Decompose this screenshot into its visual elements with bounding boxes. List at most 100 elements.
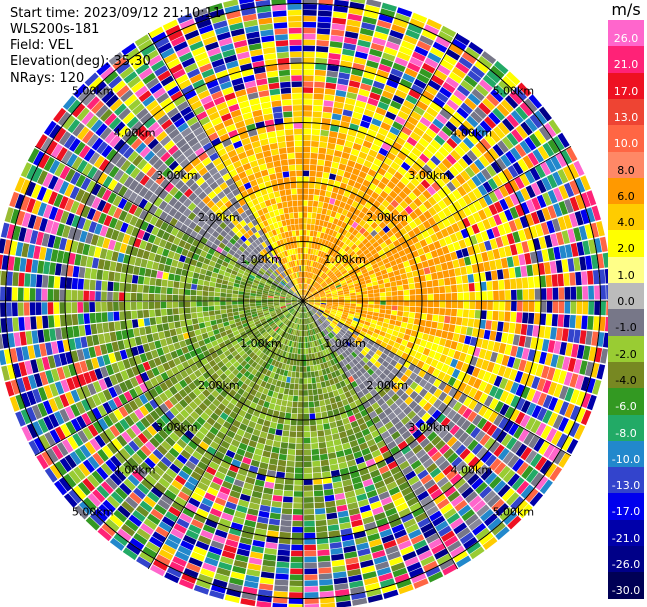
velocity-gate (262, 388, 269, 395)
velocity-gate (571, 343, 579, 358)
velocity-gate (261, 296, 268, 300)
velocity-gate (411, 414, 421, 424)
velocity-gate (514, 370, 524, 383)
velocity-gate (36, 316, 43, 329)
velocity-gate (286, 305, 293, 309)
velocity-gate (362, 571, 377, 580)
velocity-gate (394, 435, 405, 445)
velocity-gate (444, 235, 453, 245)
velocity-gate (515, 242, 524, 255)
velocity-gate (475, 357, 484, 369)
velocity-gate (388, 556, 404, 567)
velocity-gate (250, 290, 257, 294)
velocity-gate (255, 349, 262, 357)
velocity-gate (463, 256, 472, 266)
velocity-gate (498, 311, 505, 322)
velocity-gate (97, 448, 109, 462)
velocity-gate (351, 68, 364, 77)
velocity-gate (318, 290, 325, 294)
velocity-gate (463, 75, 478, 88)
velocity-gate (145, 541, 161, 554)
velocity-gate (478, 348, 487, 359)
velocity-gate (533, 313, 541, 325)
velocity-gate (342, 539, 355, 548)
velocity-gate (436, 220, 446, 231)
velocity-gate (268, 307, 275, 311)
velocity-gate (463, 292, 470, 301)
velocity-gate (91, 357, 100, 369)
velocity-gate (232, 301, 238, 305)
velocity-gate (498, 211, 508, 224)
velocity-gate (330, 427, 339, 435)
velocity-gate (251, 361, 258, 369)
velocity-gate (285, 472, 294, 479)
velocity-gate (394, 231, 403, 239)
velocity-gate (263, 553, 277, 561)
velocity-gate (391, 286, 398, 292)
velocity-gate (368, 326, 375, 332)
velocity-gate (100, 463, 113, 476)
velocity-gate (231, 484, 243, 493)
velocity-gate (324, 247, 330, 254)
velocity-gate (516, 480, 530, 495)
velocity-gate (318, 147, 327, 154)
velocity-gate (400, 273, 408, 280)
velocity-gate (475, 481, 488, 495)
velocity-gate (428, 395, 438, 405)
velocity-gate (30, 316, 37, 330)
velocity-gate (232, 368, 240, 376)
velocity-gate (340, 527, 353, 536)
velocity-gate (339, 157, 349, 165)
velocity-gate (245, 328, 252, 334)
velocity-gate (345, 276, 352, 282)
velocity-gate (331, 330, 337, 336)
velocity-gate (113, 292, 119, 301)
velocity-gate (391, 24, 406, 34)
velocity-gate (337, 456, 346, 464)
velocity-gate (376, 19, 392, 29)
velocity-gate (507, 473, 520, 487)
velocity-gate (324, 310, 330, 315)
velocity-gate (427, 365, 436, 375)
velocity-gate (252, 328, 259, 334)
velocity-gate (232, 293, 238, 298)
velocity-gate (334, 414, 342, 422)
velocity-gate (400, 374, 409, 383)
velocity-gate (268, 293, 274, 297)
velocity-gate (314, 275, 319, 281)
velocity-gate (142, 293, 149, 301)
velocity-gate (485, 454, 497, 467)
velocity-gate (514, 176, 525, 190)
velocity-gate (408, 312, 415, 319)
velocity-gate (164, 389, 174, 399)
velocity-gate (477, 328, 485, 339)
velocity-gate (200, 476, 212, 487)
velocity-gate (315, 268, 319, 275)
velocity-gate (334, 317, 340, 322)
velocity-gate (478, 197, 488, 209)
velocity-gate (548, 119, 562, 135)
velocity-gate (442, 405, 452, 417)
velocity-gate (452, 66, 466, 79)
velocity-gate (480, 281, 487, 291)
velocity-gate (43, 329, 51, 342)
velocity-gate (469, 546, 485, 560)
velocity-gate (6, 364, 16, 380)
velocity-gate (47, 355, 56, 369)
velocity-gate (54, 426, 66, 441)
velocity-gate (303, 306, 305, 313)
velocity-gate (316, 525, 328, 533)
velocity-gate (312, 460, 321, 467)
velocity-gate (345, 255, 352, 261)
velocity-gate (168, 273, 175, 281)
velocity-gate (489, 238, 498, 250)
velocity-gate (300, 324, 302, 331)
velocity-gate (127, 328, 135, 339)
velocity-gate (344, 551, 358, 559)
velocity-gate (518, 335, 526, 347)
velocity-gate (303, 419, 310, 426)
velocity-gate (456, 342, 464, 352)
velocity-gate (320, 602, 336, 607)
velocity-gate (336, 138, 346, 146)
velocity-gate (281, 400, 288, 407)
